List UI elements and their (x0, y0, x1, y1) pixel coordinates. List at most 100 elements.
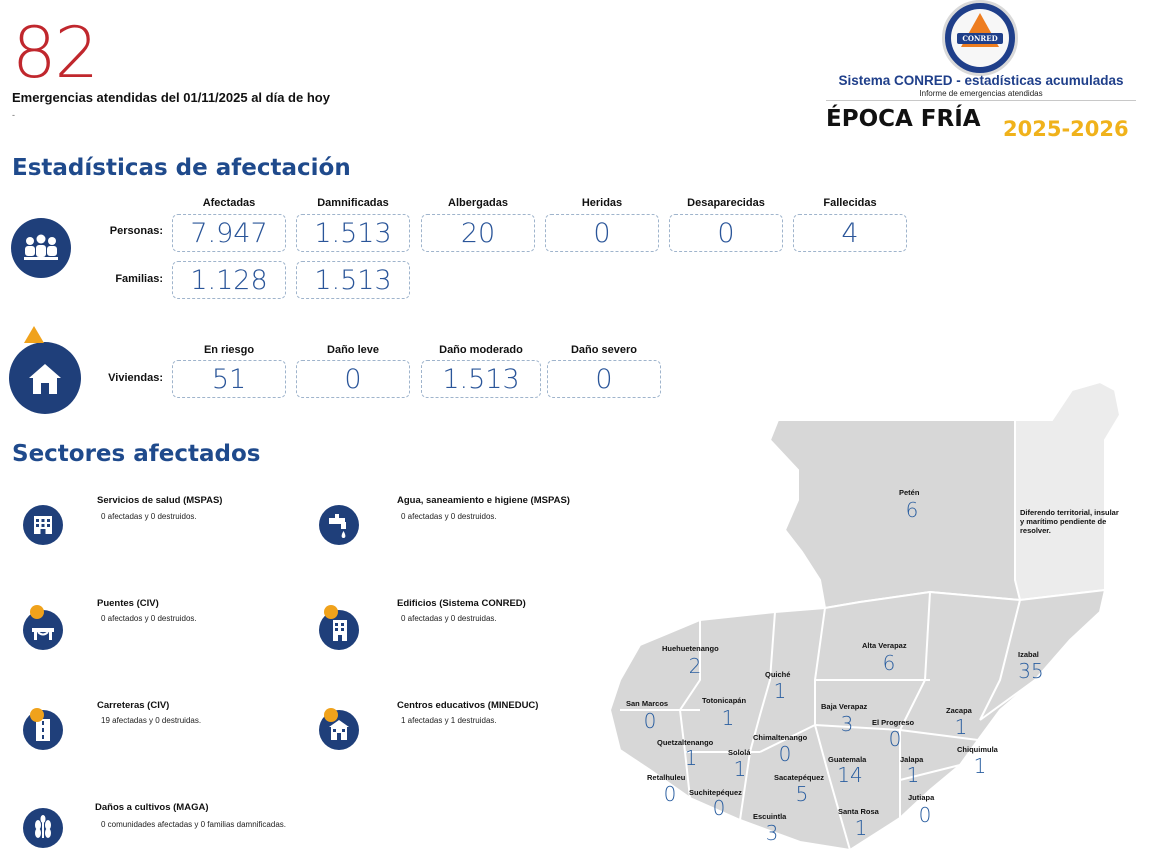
dept-name: Jutiapa (908, 793, 935, 802)
divider (826, 100, 1136, 101)
housing-severe-value: 0 (547, 360, 661, 398)
sector-roads-title: Carreteras (CIV) (97, 700, 170, 711)
housing-light-value: 0 (296, 360, 410, 398)
col-dano-leve: Daño leve (327, 344, 379, 356)
dept-value: 0 (918, 803, 932, 827)
dept-value: 1 (906, 763, 920, 787)
sector-health-desc: 0 afectadas y 0 destruidos. (101, 512, 197, 521)
dept-value: 35 (1018, 659, 1044, 683)
families-row-label: Familias: (115, 273, 163, 285)
dept-value: 14 (837, 763, 863, 787)
dept-name: Escuintla (753, 812, 787, 821)
logo-word: CONRED (962, 34, 998, 43)
dept-value: 0 (663, 782, 677, 806)
dept-name: Huehuetenango (662, 644, 719, 653)
dept-value: 0 (778, 742, 792, 766)
dept-name: Chiquimula (957, 745, 998, 754)
conred-logo: CONRED (942, 0, 1018, 76)
col-desaparecidas: Desaparecidas (687, 197, 765, 209)
alert-badge-icon (324, 708, 338, 722)
col-albergadas: Albergadas (448, 197, 508, 209)
dept-value: 3 (765, 821, 779, 845)
people-deceased-value: 4 (793, 214, 907, 252)
col-dano-severo: Daño severo (570, 344, 638, 356)
dept-value: 6 (882, 651, 896, 675)
sectors-heading: Sectores afectados (12, 441, 261, 467)
school-icon (319, 710, 359, 750)
housing-risk-value: 51 (172, 360, 286, 398)
dept-name: San Marcos (626, 699, 669, 708)
affectation-heading: Estadísticas de afectación (12, 155, 351, 181)
sector-schools-desc: 1 afectadas y 1 destruidas. (401, 716, 497, 725)
people-affected-value: 7.947 (172, 214, 286, 252)
season-years: 2025-2026 (1003, 117, 1129, 141)
system-title: Sistema CONRED - estadísticas acumuladas (838, 73, 1124, 88)
dept-value: 1 (954, 715, 968, 739)
housing-moderate-value: 1.513 (421, 360, 541, 398)
dept-name: Baja Verapaz (821, 702, 868, 711)
dept-name: Retalhuleu (647, 773, 686, 782)
sector-water-title: Agua, saneamiento e higiene (MSPAS) (397, 495, 570, 506)
col-en-riesgo: En riesgo (203, 344, 255, 356)
dept-value: 6 (905, 498, 919, 522)
warning-icon (24, 326, 44, 343)
territorial-dispute-note: Diferendo territorial, insular y marítim… (1020, 508, 1119, 535)
dept-value: 1 (854, 816, 868, 840)
hospital-icon (23, 505, 63, 545)
dept-name: Quetzaltenango (657, 738, 714, 747)
people-icon (11, 218, 71, 278)
dept-value: 5 (795, 782, 809, 806)
housing-row-label: Viviendas: (108, 372, 163, 384)
people-row-label: Personas: (109, 225, 163, 237)
guatemala-map: Petén 6 Diferendo territorial, insular y… (600, 380, 1152, 866)
sector-health-title: Servicios de salud (MSPAS) (97, 495, 223, 506)
people-sheltered-value: 20 (421, 214, 535, 252)
dept-name: Quiché (765, 670, 791, 679)
alert-badge-icon (324, 605, 338, 619)
people-missing-value: 0 (669, 214, 783, 252)
water-tap-icon (319, 505, 359, 545)
dept-name: Suchitepéquez (689, 788, 742, 797)
sector-bridges-desc: 0 afectados y 0 destruidos. (101, 614, 197, 623)
emergency-period-subtitle: Emergencias atendidas del 01/11/2025 al … (12, 90, 330, 105)
crops-icon (23, 808, 63, 848)
dept-value: 3 (840, 712, 854, 736)
sector-water-desc: 0 afectadas y 0 destruidos. (401, 512, 497, 521)
dept-name: Santa Rosa (838, 807, 879, 816)
dept-value: 0 (888, 727, 902, 751)
sector-buildings-desc: 0 afectadas y 0 destruidas. (401, 614, 497, 623)
col-fallecidas: Fallecidas (823, 197, 877, 209)
note-mark: - (12, 110, 15, 120)
dept-name: Sololá (728, 748, 751, 757)
dept-name: Zacapa (946, 706, 972, 715)
dept-value: 0 (643, 709, 657, 733)
bridge-icon (23, 610, 63, 650)
sector-buildings-title: Edificios (Sistema CONRED) (397, 598, 526, 609)
people-injured-value: 0 (545, 214, 659, 252)
emergency-count: 82 (12, 12, 99, 94)
dept-name: Izabal (1018, 650, 1039, 659)
sector-roads-desc: 19 afectadas y 0 destruidas. (101, 716, 202, 725)
alert-badge-icon (30, 605, 44, 619)
alert-badge-icon (30, 708, 44, 722)
sector-bridges-title: Puentes (CIV) (97, 598, 159, 609)
dept-name: Guatemala (828, 755, 867, 764)
dept-value: 1 (773, 679, 787, 703)
people-damnified-value: 1.513 (296, 214, 410, 252)
season-label: ÉPOCA FRÍA (826, 106, 981, 132)
col-afectadas: Afectadas (202, 197, 256, 209)
families-damnified-value: 1.513 (296, 261, 410, 299)
sector-crops-title: Daños a cultivos (MAGA) (95, 802, 209, 813)
dept-value: 0 (712, 796, 726, 820)
dept-name: El Progreso (872, 718, 915, 727)
system-subtitle: Informe de emergencias atendidas (919, 89, 1043, 98)
dept-name: Alta Verapaz (862, 641, 907, 650)
dept-value: 1 (721, 706, 735, 730)
col-heridas: Heridas (581, 197, 623, 209)
house-icon (9, 342, 81, 414)
col-damnificadas: Damnificadas (317, 197, 389, 209)
sector-schools-title: Centros educativos (MINEDUC) (397, 700, 539, 711)
dept-name: Sacatepéquez (774, 773, 825, 782)
families-affected-value: 1.128 (172, 261, 286, 299)
dept-name: Petén (899, 488, 920, 497)
